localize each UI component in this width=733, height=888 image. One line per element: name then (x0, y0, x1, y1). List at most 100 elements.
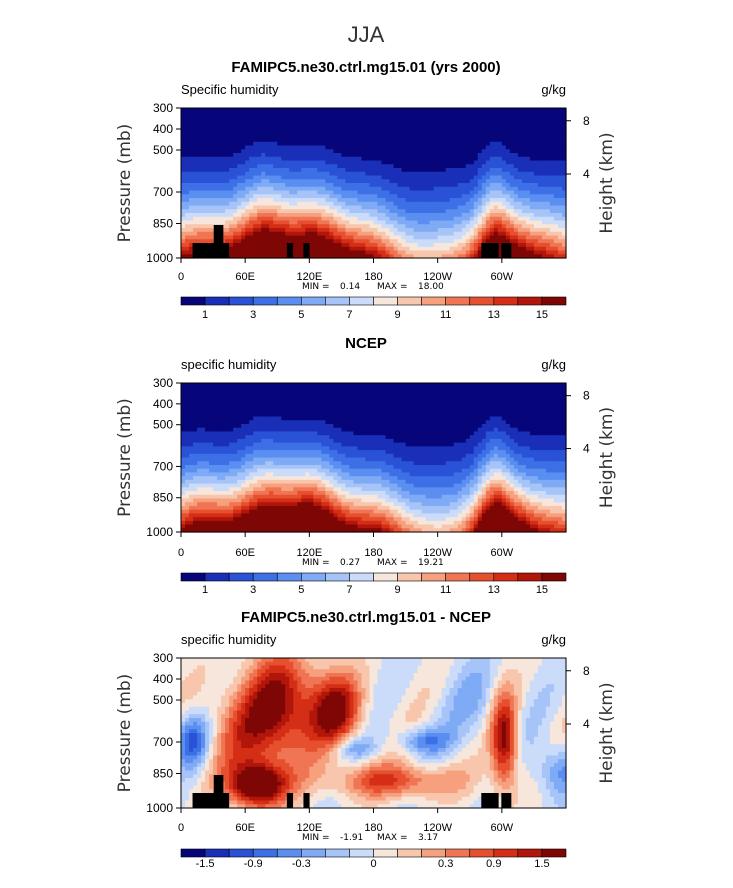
heatmap-cell (433, 198, 439, 203)
heatmap-cell (269, 239, 274, 244)
heatmap-cell (317, 164, 322, 169)
heatmap-cell (245, 171, 250, 177)
heatmap-cell (417, 220, 423, 225)
heatmap-cell (237, 461, 242, 466)
heatmap-cell (209, 130, 214, 135)
heatmap-cell (253, 386, 258, 392)
heatmap-cell (245, 442, 250, 447)
heatmap-cell (261, 119, 266, 124)
heatmap-cell (277, 509, 282, 514)
heatmap-cell (541, 175, 547, 180)
heatmap-cell (325, 141, 330, 147)
heatmap-cell (353, 175, 359, 180)
heatmap-cell (193, 479, 198, 485)
heatmap-cell (521, 149, 527, 154)
heatmap-cell (261, 412, 266, 418)
heatmap-cell (361, 231, 367, 237)
heatmap-cell (217, 383, 222, 388)
heatmap-cell (205, 502, 210, 507)
heatmap-cell (253, 520, 258, 526)
heatmap-cell (469, 198, 475, 203)
heatmap-cell (501, 228, 507, 233)
heatmap-cell (221, 220, 226, 225)
heatmap-cell (277, 427, 282, 433)
heatmap-cell (185, 119, 190, 124)
heatmap-cell (257, 145, 262, 150)
heatmap-cell (241, 487, 246, 492)
heatmap-cell (345, 156, 351, 162)
heatmap-cell (217, 126, 222, 132)
heatmap-cell (261, 401, 266, 406)
heatmap-cell (465, 235, 471, 240)
heatmap-cell (517, 220, 523, 225)
heatmap-cell (253, 190, 258, 195)
heatmap-cell (509, 224, 515, 229)
heatmap-cell (305, 235, 310, 240)
heatmap-cell (193, 383, 198, 388)
heatmap-cell (181, 509, 186, 514)
heatmap-cell (449, 224, 455, 229)
heatmap-cell (485, 179, 491, 184)
heatmap-cell (433, 123, 439, 128)
heatmap-cell (541, 126, 547, 132)
heatmap-cell (181, 239, 186, 244)
heatmap-cell (553, 138, 559, 143)
heatmap-cell (561, 194, 567, 199)
heatmap-cell (497, 156, 503, 162)
heatmap-cell (289, 183, 294, 188)
heatmap-cell (337, 198, 343, 203)
heatmap-cell (437, 220, 443, 225)
heatmap-cell (181, 491, 186, 496)
heatmap-cell (345, 141, 351, 147)
heatmap-cell (261, 397, 266, 403)
heatmap-cell (533, 179, 539, 184)
heatmap-cell (421, 209, 427, 214)
heatmap-cell (261, 224, 266, 229)
heatmap-cell (389, 168, 395, 173)
heatmap-cell (197, 198, 202, 203)
heatmap-cell (241, 194, 246, 199)
heatmap-cell (513, 216, 519, 222)
heatmap-cell (213, 115, 218, 120)
heatmap-cell (501, 213, 507, 218)
heatmap-cell (429, 186, 435, 192)
heatmap-cell (269, 250, 274, 255)
heatmap-cell (237, 160, 242, 165)
heatmap-cell (337, 164, 343, 169)
heatmap-cell (217, 528, 222, 533)
heatmap-cell (281, 231, 286, 237)
heatmap-cell (373, 220, 379, 225)
heatmap-cell (497, 164, 503, 169)
heatmap-cell (521, 171, 527, 177)
heatmap-cell (337, 168, 343, 173)
heatmap-cell (317, 160, 322, 165)
heatmap-cell (205, 198, 210, 203)
heatmap-cell (241, 476, 246, 481)
heatmap-cell (193, 498, 198, 503)
heatmap-cell (337, 108, 343, 113)
heatmap-cell (337, 119, 343, 124)
heatmap-cell (349, 138, 355, 143)
heatmap-cell (253, 483, 258, 488)
heatmap-cell (465, 228, 471, 233)
heatmap-cell (193, 487, 198, 492)
heatmap-cell (337, 175, 343, 180)
heatmap-cell (377, 235, 383, 240)
heatmap-cell (313, 171, 318, 177)
heatmap-cell (245, 390, 250, 395)
heatmap-cell (349, 235, 355, 240)
heatmap-cell (257, 149, 262, 154)
heatmap-cell (285, 442, 290, 447)
heatmap-cell (373, 205, 379, 210)
heatmap-cell (301, 141, 306, 147)
heatmap-field (181, 108, 567, 259)
heatmap-cell (553, 179, 559, 184)
heatmap-cell (201, 145, 206, 150)
heatmap-cell (505, 123, 511, 128)
heatmap-cell (397, 145, 403, 150)
heatmap-cell (333, 254, 339, 259)
heatmap-cell (449, 126, 455, 132)
heatmap-cell (517, 198, 523, 203)
heatmap-cell (273, 145, 278, 150)
heatmap-cell (401, 250, 407, 255)
